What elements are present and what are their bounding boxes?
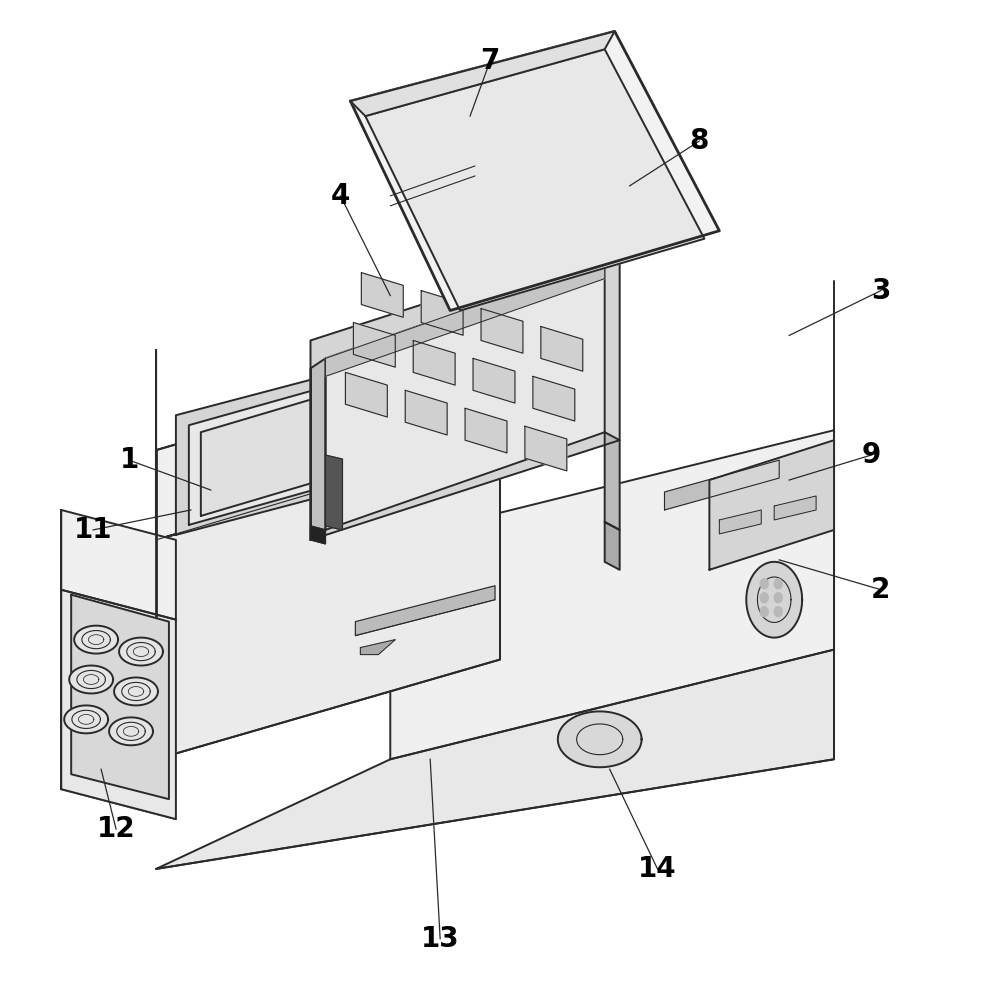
Text: 13: 13 xyxy=(421,925,459,953)
Polygon shape xyxy=(69,666,113,693)
Polygon shape xyxy=(61,590,176,819)
Polygon shape xyxy=(362,273,403,317)
Polygon shape xyxy=(114,678,158,705)
Text: 14: 14 xyxy=(638,855,677,883)
Polygon shape xyxy=(325,261,605,530)
Polygon shape xyxy=(310,358,325,540)
Polygon shape xyxy=(325,261,605,376)
Polygon shape xyxy=(533,376,575,421)
Polygon shape xyxy=(775,579,782,589)
Polygon shape xyxy=(465,408,507,453)
Polygon shape xyxy=(525,426,567,471)
Polygon shape xyxy=(120,638,163,666)
Polygon shape xyxy=(189,352,449,525)
Polygon shape xyxy=(413,340,455,385)
Polygon shape xyxy=(354,323,395,367)
Polygon shape xyxy=(156,440,500,759)
Polygon shape xyxy=(390,430,834,759)
Text: 3: 3 xyxy=(871,277,890,305)
Polygon shape xyxy=(775,593,782,603)
Polygon shape xyxy=(605,432,619,530)
Polygon shape xyxy=(310,526,325,544)
Polygon shape xyxy=(71,595,169,799)
Polygon shape xyxy=(109,717,153,745)
Polygon shape xyxy=(156,350,500,540)
Polygon shape xyxy=(473,358,515,403)
Polygon shape xyxy=(64,705,108,733)
Polygon shape xyxy=(775,496,816,520)
Text: 9: 9 xyxy=(862,441,880,469)
Polygon shape xyxy=(760,579,769,589)
Text: 1: 1 xyxy=(120,446,138,474)
Polygon shape xyxy=(775,607,782,617)
Text: 4: 4 xyxy=(331,182,350,210)
Text: 11: 11 xyxy=(74,516,113,544)
Polygon shape xyxy=(156,440,500,759)
Polygon shape xyxy=(325,455,343,530)
Text: 2: 2 xyxy=(871,576,890,604)
Polygon shape xyxy=(361,640,395,655)
Polygon shape xyxy=(351,31,719,311)
Polygon shape xyxy=(351,31,615,116)
Polygon shape xyxy=(746,562,802,638)
Text: 7: 7 xyxy=(480,47,500,75)
Polygon shape xyxy=(709,440,834,570)
Polygon shape xyxy=(156,650,834,869)
Polygon shape xyxy=(558,711,641,767)
Polygon shape xyxy=(421,291,463,335)
Polygon shape xyxy=(201,362,436,516)
Polygon shape xyxy=(74,626,118,654)
Polygon shape xyxy=(61,510,176,620)
Text: 12: 12 xyxy=(97,815,135,843)
Polygon shape xyxy=(366,49,704,311)
Polygon shape xyxy=(665,460,780,510)
Polygon shape xyxy=(481,309,523,353)
Text: 8: 8 xyxy=(690,127,709,155)
Polygon shape xyxy=(346,372,387,417)
Polygon shape xyxy=(156,350,500,540)
Polygon shape xyxy=(540,326,583,371)
Polygon shape xyxy=(176,340,460,535)
Polygon shape xyxy=(405,390,448,435)
Polygon shape xyxy=(356,586,495,636)
Polygon shape xyxy=(605,522,619,570)
Polygon shape xyxy=(719,510,761,534)
Polygon shape xyxy=(760,607,769,617)
Polygon shape xyxy=(760,593,769,603)
Polygon shape xyxy=(310,241,619,540)
